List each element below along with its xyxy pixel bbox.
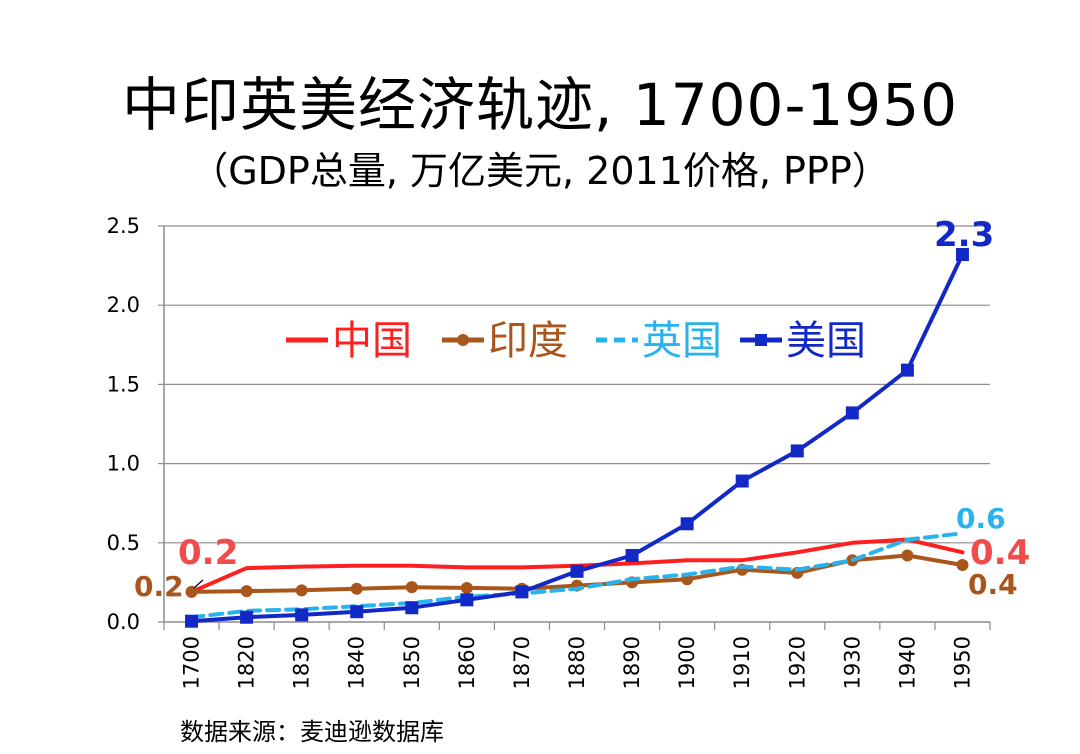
data-point-美国 (845, 406, 859, 420)
data-label: 0.2 (134, 570, 184, 603)
x-tick-label: 1840 (345, 636, 369, 689)
y-tick-label: 2.0 (107, 293, 140, 317)
data-point-美国 (295, 608, 309, 622)
x-tick-label: 1940 (895, 636, 919, 689)
series-line-英国 (189, 531, 965, 620)
data-point-美国 (240, 610, 254, 624)
x-tick-label: 1850 (400, 636, 424, 689)
chart-title: 中印英美经济轨迹, 1700-1950 (121, 71, 958, 139)
x-tick-label: 1900 (675, 636, 699, 689)
data-point-美国 (680, 517, 694, 531)
leader-line (193, 579, 204, 589)
x-tick-label: 1820 (235, 636, 259, 689)
x-tick-label: 1860 (455, 636, 479, 689)
x-tick-label: 1910 (730, 636, 754, 689)
x-tick-label: 1890 (620, 636, 644, 689)
data-point-美国 (405, 601, 419, 615)
legend-label: 印度 (488, 318, 568, 364)
data-point-美国 (735, 474, 749, 488)
x-tick-label: 1830 (290, 636, 314, 689)
data-point-美国 (515, 585, 529, 599)
data-point-印度 (956, 558, 969, 571)
legend-marker (755, 334, 767, 346)
data-label: 0.4 (968, 568, 1018, 601)
data-point-印度 (901, 549, 914, 562)
data-point-印度 (405, 581, 418, 594)
data-point-美国 (460, 593, 474, 607)
data-point-美国 (350, 605, 364, 619)
chart-subtitle: （GDP总量, 万亿美元, 2011价格, PPP） (190, 149, 890, 193)
x-tick-label: 1920 (785, 636, 809, 689)
legend-label: 中国 (332, 318, 412, 364)
data-label: 2.3 (934, 215, 994, 255)
data-point-美国 (955, 248, 969, 262)
x-tick-label: 1870 (510, 636, 534, 689)
data-point-美国 (570, 564, 584, 578)
x-tick-label: 1950 (950, 636, 974, 689)
data-source-note: 数据来源：麦迪逊数据库 (180, 718, 444, 746)
data-point-美国 (790, 444, 804, 458)
y-tick-label: 1.0 (107, 452, 140, 476)
y-tick-label: 1.5 (107, 372, 140, 396)
data-label: 0.2 (178, 533, 238, 573)
data-point-印度 (295, 584, 308, 597)
x-tick-label: 1880 (565, 636, 589, 689)
data-point-美国 (185, 614, 199, 628)
data-label: 0.6 (956, 502, 1006, 535)
y-tick-label: 0.0 (107, 610, 140, 634)
x-tick-label: 1930 (840, 636, 864, 689)
y-tick-label: 0.5 (107, 531, 140, 555)
x-tick-label: 1700 (180, 636, 204, 689)
legend-marker (457, 334, 469, 346)
data-point-美国 (625, 548, 639, 562)
data-point-美国 (900, 363, 914, 377)
data-point-印度 (240, 585, 253, 598)
data-point-印度 (185, 585, 198, 598)
legend-label: 英国 (642, 318, 722, 364)
data-point-印度 (350, 582, 363, 595)
legend-label: 美国 (786, 318, 866, 364)
data-point-印度 (460, 581, 473, 594)
data-label: 0.4 (970, 533, 1030, 573)
y-tick-label: 2.5 (107, 214, 140, 238)
